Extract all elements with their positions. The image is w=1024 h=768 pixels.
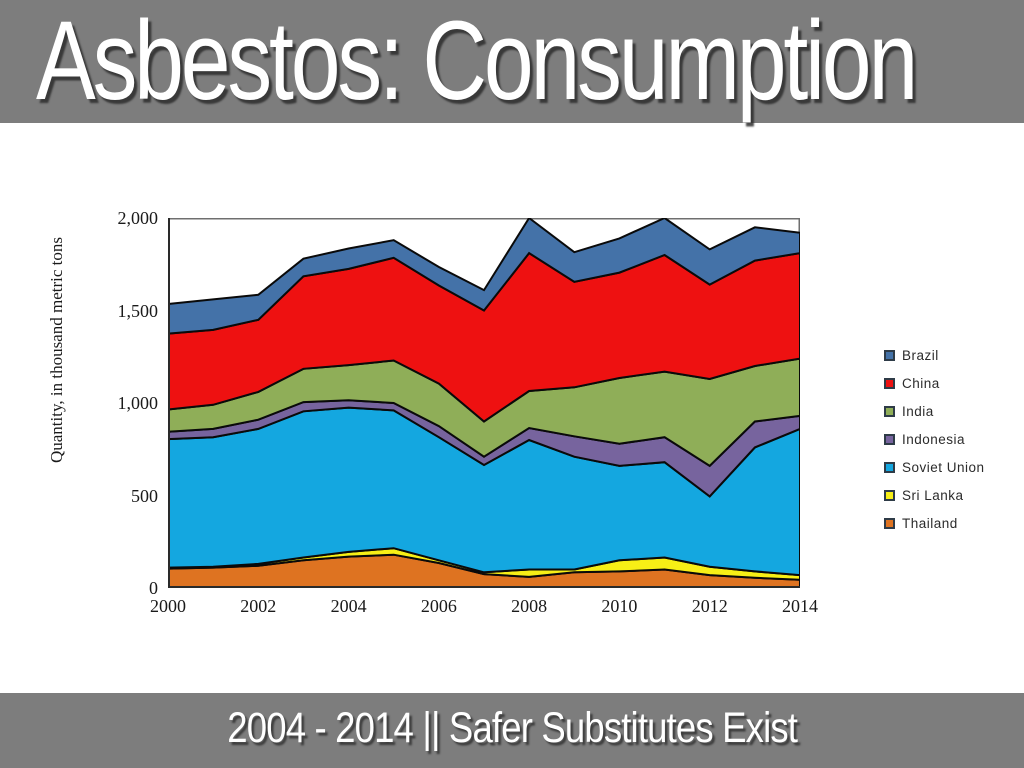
legend-label: Soviet Union (902, 459, 985, 475)
y-tick-label: 500 (131, 485, 158, 506)
legend-item-china: China (884, 369, 985, 397)
y-tick-label: 1,000 (117, 393, 159, 413)
legend-item-sri-lanka: Sri Lanka (884, 481, 985, 509)
y-tick-label: 0 (149, 578, 158, 598)
footer-bar (0, 693, 1024, 768)
legend-label: Indonesia (902, 431, 966, 447)
x-tick-label: 2010 (601, 596, 638, 616)
x-tick-label: 2002 (240, 596, 277, 616)
legend: Brazil China India Indonesia Soviet Union Sri… (884, 341, 985, 537)
legend-label: India (902, 403, 934, 419)
x-tick-label: 2012 (691, 596, 728, 616)
y-axis-title: Quantity, in thousand metric tons (47, 237, 66, 464)
legend-label: Brazil (902, 347, 939, 363)
legend-item-india: India (884, 397, 985, 425)
legend-label: China (902, 375, 940, 391)
legend-label: Thailand (902, 515, 958, 531)
legend-item-soviet-union: Soviet Union (884, 453, 985, 481)
title-bar: Asbestos: Consumption (0, 0, 1024, 123)
x-tick-label: 2000 (150, 596, 186, 616)
area-brazil (168, 218, 800, 335)
legend-item-indonesia: Indonesia (884, 425, 985, 453)
x-tick-label: 2014 (782, 596, 818, 616)
legend-swatch (884, 405, 895, 417)
footer-caption-wrap: 2004 - 2014 || Safer Substitutes Exist (0, 693, 1024, 768)
x-tick-label: 2006 (420, 596, 457, 616)
legend-swatch (884, 489, 895, 501)
y-tick-label: 1,500 (117, 300, 159, 321)
legend-swatch (884, 461, 895, 473)
legend-swatch (884, 377, 895, 389)
x-tick-label: 2008 (511, 596, 548, 616)
x-tick-label: 2004 (330, 596, 367, 616)
stacked-area-svg (168, 218, 800, 588)
y-tick-label: 2,000 (117, 208, 159, 228)
legend-swatch (884, 349, 895, 361)
legend-item-brazil: Brazil (884, 341, 985, 369)
area-series-group (168, 218, 800, 588)
slide-title: Asbestos: Consumption (36, 0, 918, 123)
legend-swatch (884, 433, 895, 445)
legend-swatch (884, 517, 895, 529)
legend-item-thailand: Thailand (884, 509, 985, 537)
slide-caption: 2004 - 2014 || Safer Substitutes Exist (227, 704, 798, 752)
legend-label: Sri Lanka (902, 487, 964, 503)
